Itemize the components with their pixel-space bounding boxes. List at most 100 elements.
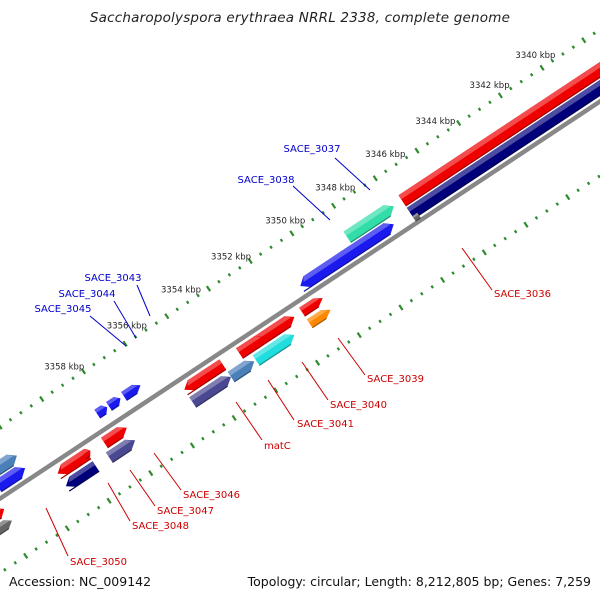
ruler-tick <box>425 141 430 146</box>
gene-feature-edge <box>107 436 124 449</box>
ruler-tick <box>404 155 409 160</box>
ruler-tick <box>294 374 299 379</box>
ruler-tick <box>519 79 523 84</box>
gene-label-leader <box>235 401 263 441</box>
ruler-tick <box>398 304 404 311</box>
gene-feature-highlight <box>94 405 106 413</box>
gene-feature-edge <box>312 317 327 329</box>
ruler-tick <box>336 347 341 351</box>
gene-feature-edge <box>304 306 320 317</box>
gene-label-leader <box>107 482 131 522</box>
gene-feature-highlight <box>60 448 87 470</box>
ruler-tick <box>472 257 476 262</box>
ruler-tick <box>154 321 159 325</box>
genome-summary-text: Topology: circular; Length: 8,212,805 bp… <box>247 574 591 589</box>
ruler-tick <box>446 128 450 132</box>
gene-feature-edge <box>195 385 228 408</box>
ruler-tick <box>436 134 440 139</box>
ruler-tick <box>92 362 96 367</box>
ruler-tick <box>581 37 587 44</box>
ruler-tick <box>3 567 7 572</box>
ruler-tick <box>576 188 580 193</box>
gene-label-leader <box>334 157 371 191</box>
gene-feature-highlight <box>121 384 138 396</box>
gene-feature-highlight <box>0 520 10 528</box>
ruler-tick <box>269 245 273 250</box>
gene-feature-highlight <box>252 334 291 360</box>
gene-label: SACE_3041 <box>297 419 354 430</box>
ruler-tick <box>201 436 205 441</box>
gene-feature <box>101 427 127 448</box>
ruler-tick <box>231 414 237 422</box>
gene-feature-highlight <box>187 359 222 386</box>
ruler-tick <box>29 404 34 408</box>
gene-feature <box>299 298 323 317</box>
ruler-tick-label: 3354 kbp <box>161 285 201 295</box>
gene-label-leader <box>129 469 156 507</box>
ruler-tick <box>0 424 3 430</box>
ruler-tick <box>539 64 545 71</box>
gene-feature-edge <box>68 470 100 492</box>
ruler-tick <box>456 119 462 127</box>
ruler-tick-label: 3352 kbp <box>211 252 251 262</box>
ruler-tick <box>211 429 216 434</box>
ruler-tick <box>321 210 325 215</box>
ruler-tick <box>347 340 351 344</box>
gene-feature-highlight <box>406 79 600 212</box>
ruler-tick-label: 3356 kbp <box>107 321 147 331</box>
ruler-tick <box>64 525 70 532</box>
gene-feature-edge <box>257 325 292 349</box>
gene-feature-edge <box>350 215 392 243</box>
gene-feature-highlight <box>303 250 345 282</box>
ruler-tick <box>383 169 388 174</box>
ruler-tick <box>138 478 143 482</box>
ruler-tick <box>196 293 200 298</box>
gene-feature-highlight <box>0 508 2 510</box>
gene-feature <box>306 309 331 328</box>
ruler-tick <box>430 284 434 289</box>
ruler-tick <box>175 307 179 312</box>
ruler-tick <box>96 505 101 510</box>
gene-label: SACE_3040 <box>330 400 387 411</box>
ruler-tick <box>80 368 87 375</box>
gene-label-leader <box>136 284 151 317</box>
ruler-tick <box>571 45 576 49</box>
gene-feature-edge <box>187 368 227 396</box>
ruler-tick-label: 3348 kbp <box>315 183 355 193</box>
ruler-tick <box>253 402 257 406</box>
ruler-tick <box>492 243 497 248</box>
ruler-tick <box>164 313 170 320</box>
ruler-tick <box>19 410 23 415</box>
gene-label: SACE_3045 <box>35 304 92 315</box>
ruler-tick <box>238 266 242 270</box>
gene-feature-edge <box>413 94 600 220</box>
ruler-tick <box>148 470 154 477</box>
ruler-tick <box>342 197 346 201</box>
gene-label: SACE_3048 <box>132 521 189 532</box>
gene-feature-highlight <box>69 461 96 483</box>
accession-text: Accession: NC_009142 <box>9 574 152 589</box>
gene-feature <box>0 508 5 519</box>
gene-label: SACE_3038 <box>238 175 295 186</box>
ruler-tick <box>372 175 378 182</box>
gene-feature-edge <box>60 458 92 480</box>
ruler-tick <box>128 485 132 489</box>
ruler-tick <box>326 353 330 358</box>
ruler-tick <box>169 457 174 462</box>
gene-feature-edge <box>405 76 600 207</box>
ruler-tick <box>467 114 471 118</box>
gene-label: SACE_3046 <box>183 490 240 501</box>
inner-ruler-dots <box>3 174 600 572</box>
ruler-tick-label: 3358 kbp <box>44 363 84 373</box>
ruler-tick <box>39 395 45 403</box>
gene-feature <box>343 205 394 243</box>
gene-feature-highlight <box>101 427 124 442</box>
gene-feature-edge <box>111 404 120 411</box>
ruler-tick <box>592 31 596 36</box>
ruler-tick <box>565 194 571 201</box>
ruler-tick <box>242 409 247 413</box>
ruler-tick-label: 3340 kbp <box>515 51 555 61</box>
ruler-tick <box>497 92 503 99</box>
ruler-tick <box>279 238 284 243</box>
